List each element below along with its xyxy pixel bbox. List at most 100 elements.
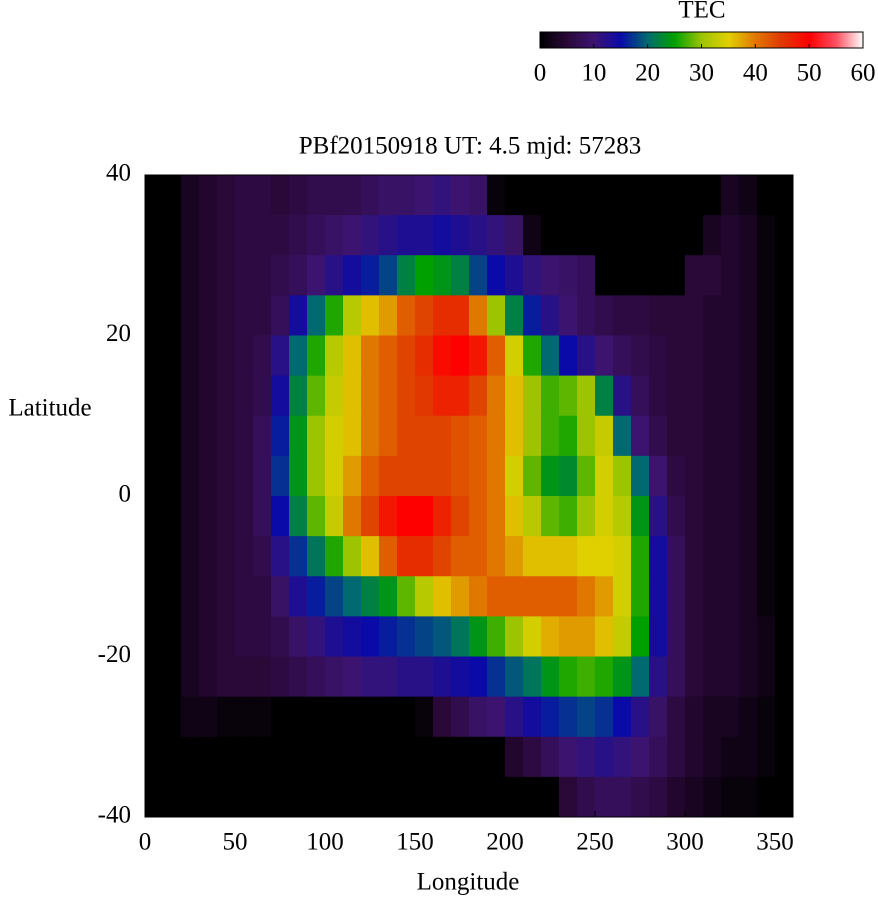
heat-cell: [559, 656, 578, 698]
heat-cell: [451, 255, 470, 296]
heat-cell: [361, 736, 380, 778]
heat-cell: [181, 656, 200, 698]
heat-cell: [145, 696, 164, 738]
heat-cell: [631, 375, 650, 417]
heat-cell: [541, 215, 560, 256]
heat-cell: [595, 776, 614, 818]
heat-cell: [163, 656, 182, 698]
heat-cell: [523, 656, 542, 698]
heat-cell: [145, 175, 164, 216]
heat-cell: [235, 375, 254, 417]
heat-cell: [595, 215, 614, 256]
heat-cell: [577, 295, 596, 336]
heat-cell: [523, 576, 542, 617]
heat-cell: [343, 335, 362, 377]
heat-cell: [325, 255, 344, 296]
heat-cell: [163, 335, 182, 377]
heat-cell: [361, 455, 380, 497]
heat-cell: [163, 215, 182, 256]
heat-cell: [523, 696, 542, 738]
chart-title: PBf20150918 UT: 4.5 mjd: 57283: [299, 133, 642, 160]
heat-cell: [217, 375, 236, 417]
heat-cell: [775, 335, 794, 377]
heat-cell: [559, 415, 578, 457]
heat-cell: [289, 656, 308, 698]
heat-cell: [343, 536, 362, 577]
heat-cell: [703, 496, 722, 537]
heat-cell: [307, 215, 326, 256]
heat-cell: [199, 656, 218, 698]
heat-cell: [307, 496, 326, 537]
heat-cell: [595, 696, 614, 738]
heat-cell: [217, 295, 236, 336]
heat-cell: [613, 415, 632, 457]
heat-cell: [577, 455, 596, 497]
heat-cell: [739, 255, 758, 296]
heat-cell: [595, 415, 614, 457]
heat-cell: [451, 455, 470, 497]
heat-cell: [469, 616, 488, 657]
heat-cell: [271, 375, 290, 417]
heat-cell: [667, 175, 686, 216]
heat-cell: [685, 415, 704, 457]
heat-cell: [595, 576, 614, 617]
heat-cell: [685, 576, 704, 617]
heat-cell: [577, 375, 596, 417]
heat-cell: [397, 375, 416, 417]
x-axis-label: Longitude: [417, 869, 520, 896]
heat-cell: [433, 255, 452, 296]
heat-cell: [649, 175, 668, 216]
heat-cell: [145, 536, 164, 577]
heat-cell: [451, 335, 470, 377]
heat-cell: [253, 455, 272, 497]
heat-cell: [253, 295, 272, 336]
heat-cell: [667, 536, 686, 577]
heat-cell: [775, 175, 794, 216]
heat-cell: [415, 736, 434, 778]
heat-cell: [379, 455, 398, 497]
heat-cell: [523, 375, 542, 417]
heat-cell: [307, 295, 326, 336]
heat-cell: [433, 496, 452, 537]
heat-cell: [361, 295, 380, 336]
heat-cell: [685, 175, 704, 216]
heat-cell: [433, 415, 452, 457]
heat-cell: [433, 455, 452, 497]
heat-cell: [307, 656, 326, 698]
heat-cell: [685, 616, 704, 657]
heat-cell: [379, 576, 398, 617]
heat-cell: [631, 576, 650, 617]
heat-cell: [613, 776, 632, 818]
heat-cell: [397, 776, 416, 818]
colorbar-tick-label: 50: [797, 60, 822, 87]
heat-cell: [667, 776, 686, 818]
heat-cell: [271, 736, 290, 778]
heat-cell: [595, 656, 614, 698]
heat-cell: [217, 536, 236, 577]
heat-cell: [739, 415, 758, 457]
heat-cell: [649, 656, 668, 698]
heat-cell: [415, 215, 434, 256]
heat-cell: [145, 496, 164, 537]
heat-cell: [307, 455, 326, 497]
heat-cell: [235, 255, 254, 296]
heat-cell: [775, 295, 794, 336]
heat-cell: [541, 576, 560, 617]
heat-cell: [631, 255, 650, 296]
heat-cell: [505, 335, 524, 377]
heat-cell: [163, 455, 182, 497]
heat-cell: [649, 576, 668, 617]
heat-cell: [325, 455, 344, 497]
heat-cell: [631, 496, 650, 537]
heat-cell: [595, 375, 614, 417]
heat-cell: [739, 776, 758, 818]
heat-cell: [289, 455, 308, 497]
heat-cell: [361, 616, 380, 657]
heat-cell: [271, 295, 290, 336]
heat-cell: [559, 576, 578, 617]
heat-cell: [631, 415, 650, 457]
heat-cell: [289, 375, 308, 417]
heat-cell: [721, 215, 740, 256]
heat-cell: [685, 215, 704, 256]
